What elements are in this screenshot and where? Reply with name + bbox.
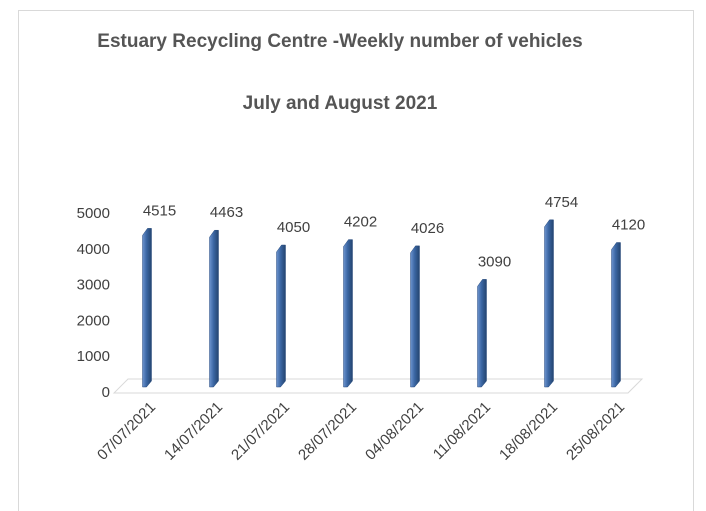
y-tick-label: 4000 [77,241,110,258]
x-tick-label: 25/08/2021 [563,399,628,464]
floor [112,378,644,394]
value-label: 4026 [411,220,444,237]
x-tick-label: 28/07/2021 [295,399,360,464]
value-label: 3090 [478,253,511,270]
x-tick-label: 18/08/2021 [496,399,561,464]
value-label: 4754 [545,194,578,211]
x-tick-label: 04/08/2021 [362,399,427,464]
bar [142,228,152,388]
chart-frame [18,10,694,511]
bar [410,245,420,388]
chart-subtitle: July and August 2021 [242,93,438,114]
value-label: 4515 [143,202,176,219]
bar [343,239,353,388]
y-tick-label: 0 [102,384,110,401]
x-tick-label: 14/07/2021 [161,399,226,464]
bar [209,229,219,388]
y-tick-label: 3000 [77,277,110,294]
bar [276,244,286,388]
chart-title: Estuary Recycling Centre -Weekly number … [97,31,583,52]
value-label: 4050 [277,219,310,236]
value-label: 4202 [344,214,377,231]
y-tick-label: 5000 [77,205,110,222]
x-tick-label: 07/07/2021 [94,399,159,464]
value-label: 4120 [612,216,645,233]
y-tick-label: 2000 [77,312,110,329]
y-tick-label: 1000 [77,348,110,365]
x-tick-label: 21/07/2021 [228,399,293,464]
bar [544,219,554,388]
value-label: 4463 [210,204,243,221]
x-tick-label: 11/08/2021 [430,399,494,463]
bar [477,279,487,388]
bar [611,242,621,388]
